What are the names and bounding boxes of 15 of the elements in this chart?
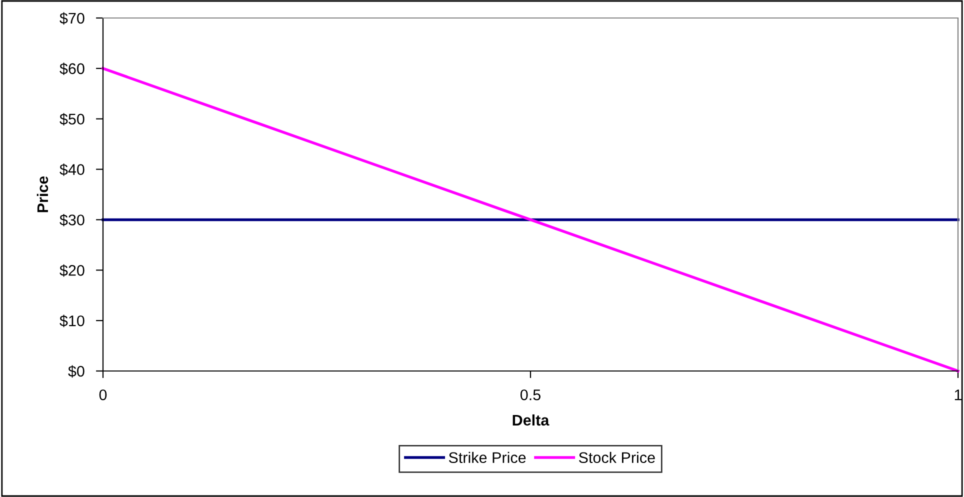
legend-label: Stock Price	[578, 452, 655, 464]
legend-label: Strike Price	[448, 452, 526, 464]
y-tick-label: $10	[60, 314, 84, 328]
x-tick-label: 1	[954, 390, 962, 400]
y-tick-label: $60	[60, 62, 84, 76]
y-tick-label: $0	[68, 365, 84, 378]
x-tick-label: 0.5	[520, 389, 540, 400]
x-tick-label: 0	[99, 389, 107, 400]
y-tick-label: $70	[60, 12, 84, 25]
y-tick-label: $30	[60, 214, 84, 226]
y-tick-label: $20	[60, 264, 84, 277]
x-axis-title: Delta	[512, 414, 550, 426]
y-tick-label: $40	[60, 164, 84, 176]
y-tick-label: $50	[60, 113, 84, 126]
y-axis-title: Price	[36, 176, 48, 212]
